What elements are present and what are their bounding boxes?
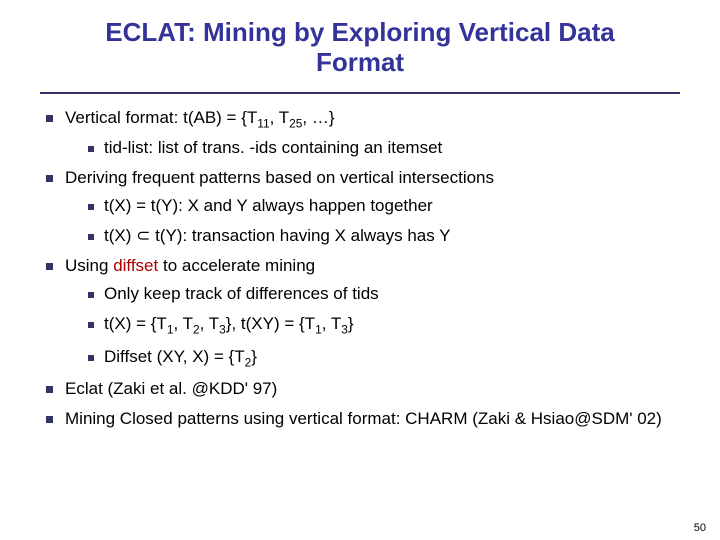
text-line: Vertical format: t(AB) = {T11, T25, …} [65, 108, 335, 127]
square-bullet-icon [46, 115, 53, 122]
list-item: t(X) = t(Y): X and Y always happen toget… [88, 196, 680, 216]
list-item: Only keep track of differences of tids [88, 284, 680, 304]
text-line: Only keep track of differences of tids [104, 284, 379, 303]
list-item: Using diffset to accelerate mining Only k… [46, 256, 680, 369]
list-item: tid-list: list of trans. -ids containing… [88, 138, 680, 158]
text-line: t(X) = t(Y): X and Y always happen toget… [104, 196, 433, 215]
title-line-2: Format [316, 47, 404, 77]
text-line: t(X) = {T1, T2, T3}, t(XY) = {T1, T3} [104, 314, 354, 333]
text-line: Using diffset to accelerate mining [65, 256, 315, 275]
list-item: Mining Closed patterns using vertical fo… [46, 409, 680, 429]
square-bullet-icon [88, 322, 94, 328]
text-line: t(X) ⊂ t(Y): transaction having X always… [104, 226, 451, 245]
sub-list: tid-list: list of trans. -ids containing… [46, 138, 680, 158]
slide-title: ECLAT: Mining by Exploring Vertical Data… [40, 18, 680, 88]
text-line: Eclat (Zaki et al. @KDD' 97) [65, 379, 277, 398]
list-item: Deriving frequent patterns based on vert… [46, 168, 680, 246]
list-item: t(X) ⊂ t(Y): transaction having X always… [88, 226, 680, 246]
text-line: Mining Closed patterns using vertical fo… [65, 409, 662, 428]
square-bullet-icon [88, 146, 94, 152]
list-item: t(X) = {T1, T2, T3}, t(XY) = {T1, T3} [88, 314, 680, 336]
square-bullet-icon [88, 234, 94, 240]
square-bullet-icon [88, 355, 94, 361]
text-line: Diffset (XY, X) = {T2} [104, 347, 257, 366]
square-bullet-icon [46, 263, 53, 270]
sub-list: Only keep track of differences of tids t(… [46, 284, 680, 369]
sub-list: t(X) = t(Y): X and Y always happen toget… [46, 196, 680, 246]
title-line-1: ECLAT: Mining by Exploring Vertical Data [105, 17, 614, 47]
square-bullet-icon [88, 204, 94, 210]
text-line: tid-list: list of trans. -ids containing… [104, 138, 442, 157]
square-bullet-icon [46, 175, 53, 182]
square-bullet-icon [46, 386, 53, 393]
list-item: Vertical format: t(AB) = {T11, T25, …} ti… [46, 108, 680, 158]
bullet-list: Vertical format: t(AB) = {T11, T25, …} ti… [40, 108, 680, 429]
square-bullet-icon [88, 292, 94, 298]
list-item: Eclat (Zaki et al. @KDD' 97) [46, 379, 680, 399]
text-line: Deriving frequent patterns based on vert… [65, 168, 494, 187]
page-number: 50 [694, 522, 706, 534]
title-underline [40, 92, 680, 94]
square-bullet-icon [46, 416, 53, 423]
list-item: Diffset (XY, X) = {T2} [88, 347, 680, 369]
